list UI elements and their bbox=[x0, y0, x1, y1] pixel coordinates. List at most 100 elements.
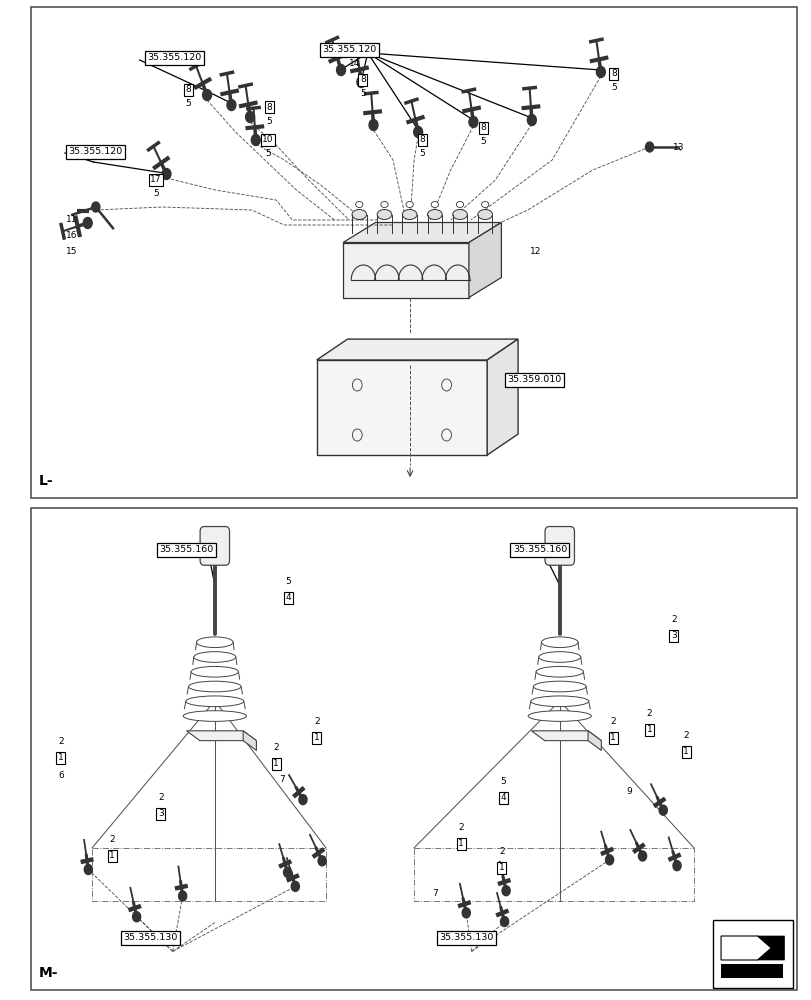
Text: 35.355.120: 35.355.120 bbox=[69, 147, 122, 156]
Text: 2: 2 bbox=[109, 836, 114, 844]
Text: 10: 10 bbox=[262, 135, 273, 144]
Ellipse shape bbox=[352, 210, 367, 220]
FancyBboxPatch shape bbox=[544, 527, 573, 565]
Polygon shape bbox=[587, 731, 601, 750]
Circle shape bbox=[637, 851, 646, 861]
Bar bbox=[712, 920, 792, 988]
Ellipse shape bbox=[196, 637, 233, 648]
Text: 8: 8 bbox=[418, 135, 425, 144]
Text: 14: 14 bbox=[349, 58, 360, 68]
FancyBboxPatch shape bbox=[200, 527, 230, 565]
Text: 5: 5 bbox=[185, 100, 191, 108]
Text: 2: 2 bbox=[610, 718, 615, 726]
Circle shape bbox=[162, 168, 171, 180]
Polygon shape bbox=[316, 339, 517, 360]
Circle shape bbox=[337, 64, 345, 76]
Text: 12: 12 bbox=[530, 247, 541, 256]
Ellipse shape bbox=[530, 696, 588, 707]
Polygon shape bbox=[242, 731, 256, 750]
Text: 7: 7 bbox=[279, 776, 285, 784]
Text: 9: 9 bbox=[625, 788, 632, 796]
Text: 2: 2 bbox=[671, 615, 676, 624]
Polygon shape bbox=[342, 223, 501, 242]
Text: 4: 4 bbox=[500, 794, 505, 802]
Bar bbox=[316, 360, 487, 455]
Ellipse shape bbox=[431, 202, 438, 208]
Text: 35.355.160: 35.355.160 bbox=[160, 546, 213, 554]
Text: 6: 6 bbox=[58, 770, 64, 780]
Ellipse shape bbox=[527, 711, 590, 721]
Circle shape bbox=[605, 855, 613, 865]
Text: 5: 5 bbox=[359, 90, 366, 99]
Circle shape bbox=[84, 218, 92, 229]
Text: 35.355.120: 35.355.120 bbox=[148, 53, 201, 62]
Text: 2: 2 bbox=[646, 710, 651, 718]
Text: 1: 1 bbox=[109, 852, 115, 860]
Text: 1: 1 bbox=[272, 760, 279, 768]
Text: 35.355.120: 35.355.120 bbox=[322, 45, 375, 54]
Circle shape bbox=[659, 805, 667, 815]
Polygon shape bbox=[469, 223, 501, 298]
Polygon shape bbox=[487, 339, 517, 455]
Bar bbox=[31, 7, 796, 498]
Text: 2: 2 bbox=[273, 744, 278, 752]
Ellipse shape bbox=[380, 202, 388, 208]
Text: 5: 5 bbox=[266, 116, 272, 125]
Text: 8: 8 bbox=[185, 86, 191, 95]
Text: 4: 4 bbox=[285, 593, 290, 602]
Ellipse shape bbox=[188, 681, 241, 692]
Circle shape bbox=[369, 119, 378, 130]
Ellipse shape bbox=[183, 711, 247, 721]
Circle shape bbox=[500, 917, 508, 927]
Text: 5: 5 bbox=[479, 137, 486, 146]
Text: 2: 2 bbox=[683, 732, 688, 740]
Text: 35.355.130: 35.355.130 bbox=[440, 934, 493, 942]
Circle shape bbox=[501, 886, 509, 896]
Text: 8: 8 bbox=[610, 70, 616, 79]
Polygon shape bbox=[531, 731, 601, 741]
Text: 8: 8 bbox=[359, 76, 366, 85]
Ellipse shape bbox=[481, 202, 488, 208]
Polygon shape bbox=[342, 242, 469, 298]
Text: 1: 1 bbox=[58, 754, 64, 762]
Text: 2: 2 bbox=[58, 738, 63, 746]
Ellipse shape bbox=[456, 202, 463, 208]
Circle shape bbox=[414, 126, 423, 137]
Ellipse shape bbox=[477, 210, 491, 220]
Text: 2: 2 bbox=[458, 824, 463, 832]
Text: 5: 5 bbox=[418, 149, 425, 158]
Circle shape bbox=[178, 891, 187, 901]
Text: 35.355.160: 35.355.160 bbox=[513, 546, 566, 554]
Text: 8: 8 bbox=[266, 103, 272, 111]
Ellipse shape bbox=[535, 666, 582, 677]
Ellipse shape bbox=[541, 637, 577, 648]
Circle shape bbox=[672, 861, 680, 871]
Circle shape bbox=[298, 795, 307, 805]
Circle shape bbox=[92, 202, 100, 212]
Text: 5: 5 bbox=[152, 190, 159, 198]
Ellipse shape bbox=[377, 210, 392, 220]
Circle shape bbox=[526, 114, 535, 125]
Circle shape bbox=[461, 908, 470, 918]
Text: 5: 5 bbox=[610, 84, 616, 93]
Text: 1: 1 bbox=[498, 863, 504, 872]
Circle shape bbox=[245, 111, 255, 122]
Circle shape bbox=[132, 912, 140, 922]
Circle shape bbox=[84, 864, 92, 874]
Circle shape bbox=[318, 856, 326, 866]
Circle shape bbox=[226, 100, 236, 110]
Text: 8: 8 bbox=[479, 123, 486, 132]
Ellipse shape bbox=[427, 210, 441, 220]
Ellipse shape bbox=[355, 202, 363, 208]
Circle shape bbox=[645, 142, 653, 152]
Polygon shape bbox=[720, 936, 770, 960]
Circle shape bbox=[291, 881, 299, 891]
Text: 5: 5 bbox=[285, 578, 291, 586]
Circle shape bbox=[251, 134, 260, 145]
Ellipse shape bbox=[186, 696, 243, 707]
Circle shape bbox=[202, 90, 211, 101]
Text: 1: 1 bbox=[457, 840, 464, 848]
Text: 35.359.010: 35.359.010 bbox=[507, 375, 560, 384]
Text: L-: L- bbox=[39, 474, 54, 488]
Ellipse shape bbox=[401, 210, 417, 220]
